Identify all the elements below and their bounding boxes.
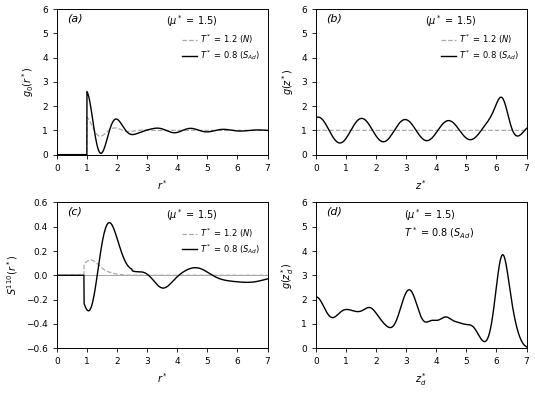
Y-axis label: $g(z_d^*)$: $g(z_d^*)$ bbox=[279, 262, 295, 289]
Legend: $T^*$ = 1.2 ($N$), $T^*$ = 0.8 ($S_{Ad}$): $T^*$ = 1.2 ($N$), $T^*$ = 0.8 ($S_{Ad}$… bbox=[181, 226, 261, 256]
X-axis label: $r^*$: $r^*$ bbox=[157, 178, 168, 192]
X-axis label: $z_d^*$: $z_d^*$ bbox=[415, 372, 427, 388]
Text: ($\mu^*$ = 1.5): ($\mu^*$ = 1.5) bbox=[404, 207, 456, 223]
Text: ($\mu^*$ = 1.5): ($\mu^*$ = 1.5) bbox=[166, 207, 218, 223]
Y-axis label: $g_0(r^*)$: $g_0(r^*)$ bbox=[21, 67, 36, 97]
Text: (c): (c) bbox=[67, 207, 82, 217]
Legend: $T^*$ = 1.2 ($N$), $T^*$ = 0.8 ($S_{Ad}$): $T^*$ = 1.2 ($N$), $T^*$ = 0.8 ($S_{Ad}$… bbox=[440, 32, 521, 63]
Text: (d): (d) bbox=[326, 207, 342, 217]
Text: (a): (a) bbox=[67, 13, 83, 23]
Text: ($\mu^*$ = 1.5): ($\mu^*$ = 1.5) bbox=[166, 13, 218, 29]
X-axis label: $z^*$: $z^*$ bbox=[415, 178, 427, 192]
Y-axis label: $g(z^*)$: $g(z^*)$ bbox=[280, 69, 295, 95]
Text: $T^*$ = 0.8 ($S_{Ad}$): $T^*$ = 0.8 ($S_{Ad}$) bbox=[404, 226, 475, 241]
Text: (b): (b) bbox=[326, 13, 342, 23]
Y-axis label: $S^{110}(r^*)$: $S^{110}(r^*)$ bbox=[5, 255, 20, 295]
X-axis label: $r^*$: $r^*$ bbox=[157, 372, 168, 385]
Legend: $T^*$ = 1.2 ($N$), $T^*$ = 0.8 ($S_{Ad}$): $T^*$ = 1.2 ($N$), $T^*$ = 0.8 ($S_{Ad}$… bbox=[181, 32, 261, 63]
Text: ($\mu^*$ = 1.5): ($\mu^*$ = 1.5) bbox=[425, 13, 477, 29]
